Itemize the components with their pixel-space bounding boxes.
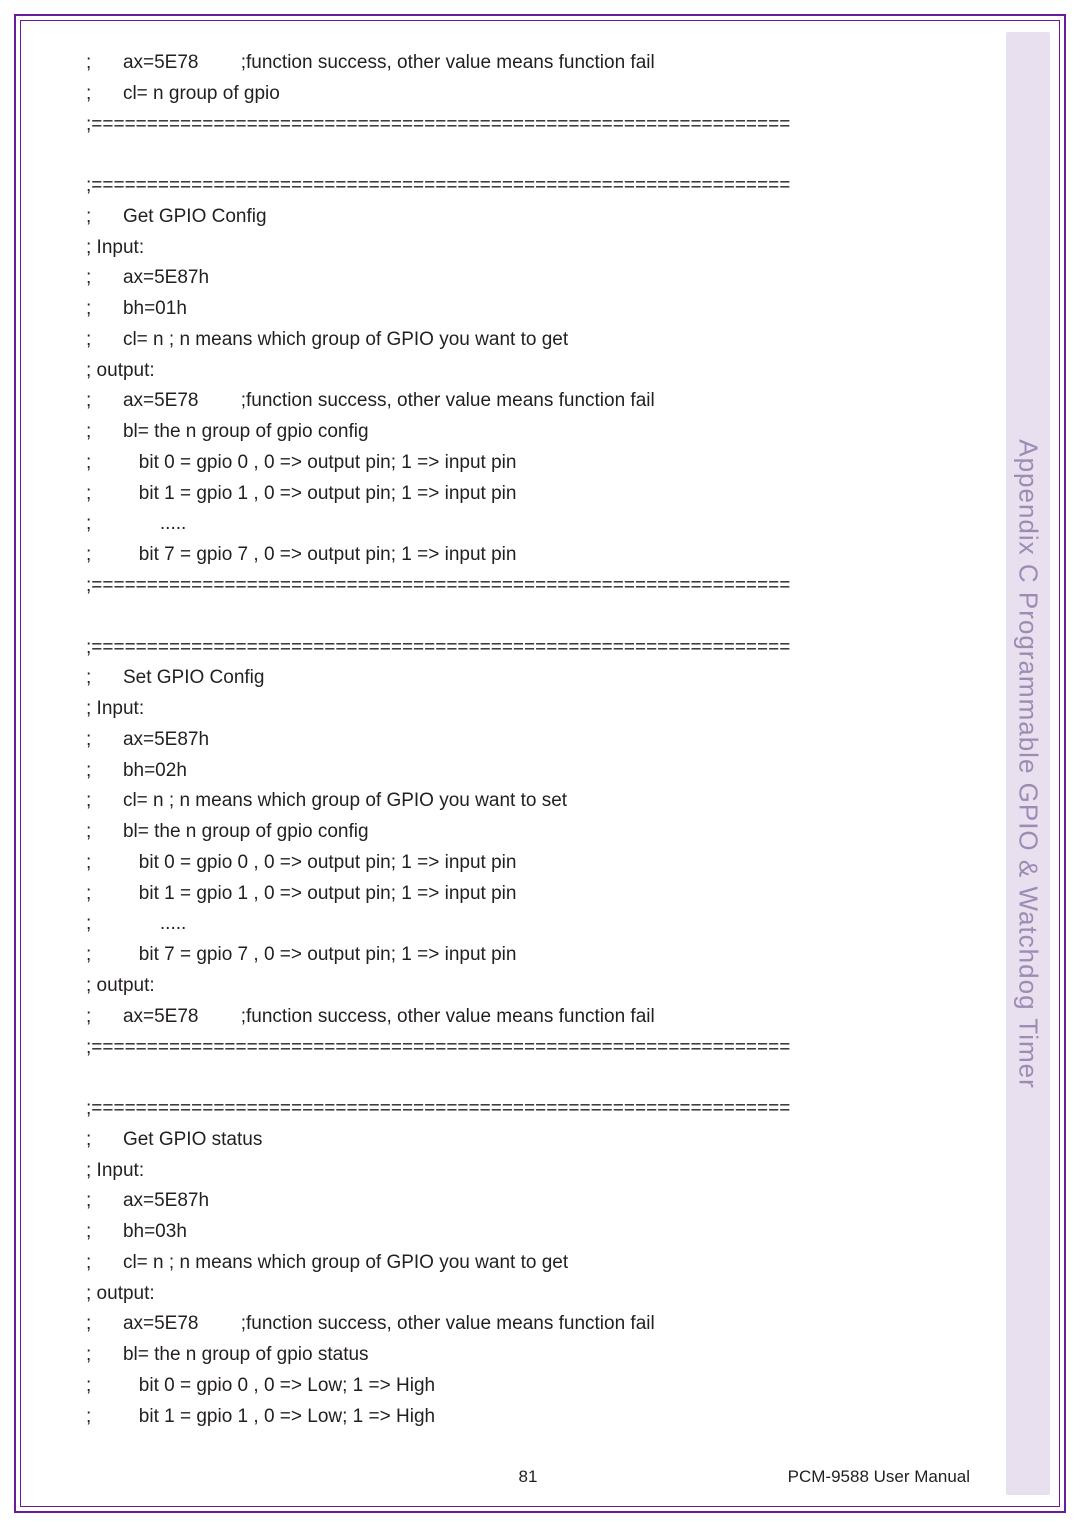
code-line	[86, 1063, 970, 1094]
code-line: ; bit 7 = gpio 7 , 0 => output pin; 1 =>…	[86, 940, 970, 971]
page-number: 81	[381, 1467, 676, 1487]
code-line: ; bh=01h	[86, 294, 970, 325]
code-line: ; cl= n ; n means which group of GPIO yo…	[86, 786, 970, 817]
manual-name: PCM-9588 User Manual	[675, 1467, 970, 1487]
code-line: ; bit 1 = gpio 1 , 0 => output pin; 1 =>…	[86, 879, 970, 910]
footer-spacer	[86, 1467, 381, 1487]
page-footer: 81 PCM-9588 User Manual	[86, 1467, 970, 1487]
code-line: ;=======================================…	[86, 1033, 970, 1064]
code-line: ; bit 1 = gpio 1 , 0 => output pin; 1 =>…	[86, 479, 970, 510]
side-tab: Appendix C Programmable GPIO & Watchdog …	[1006, 32, 1050, 1495]
code-line: ; ax=5E78 ;function success, other value…	[86, 1309, 970, 1340]
page-content: ; ax=5E78 ;function success, other value…	[86, 48, 970, 1451]
code-line: ; Input:	[86, 1156, 970, 1187]
code-line	[86, 602, 970, 633]
code-line: ; Set GPIO Config	[86, 663, 970, 694]
code-line: ;=======================================…	[86, 171, 970, 202]
code-line: ; output:	[86, 1279, 970, 1310]
code-line	[86, 140, 970, 171]
code-line: ; .....	[86, 509, 970, 540]
code-line: ; .....	[86, 909, 970, 940]
code-line: ; bh=02h	[86, 756, 970, 787]
code-line: ; bl= the n group of gpio config	[86, 817, 970, 848]
code-line: ; cl= n group of gpio	[86, 79, 970, 110]
code-line: ; bit 7 = gpio 7 , 0 => output pin; 1 =>…	[86, 540, 970, 571]
code-line: ; bit 0 = gpio 0 , 0 => output pin; 1 =>…	[86, 848, 970, 879]
code-line: ; bit 1 = gpio 1 , 0 => Low; 1 => High	[86, 1402, 970, 1433]
code-line: ; bl= the n group of gpio config	[86, 417, 970, 448]
code-line: ; bh=03h	[86, 1217, 970, 1248]
code-line: ; output:	[86, 356, 970, 387]
code-line: ; bit 0 = gpio 0 , 0 => output pin; 1 =>…	[86, 448, 970, 479]
code-line: ;=======================================…	[86, 1094, 970, 1125]
code-line: ;=======================================…	[86, 571, 970, 602]
code-line: ; Get GPIO status	[86, 1125, 970, 1156]
code-line: ; ax=5E78 ;function success, other value…	[86, 386, 970, 417]
code-line: ; ax=5E87h	[86, 263, 970, 294]
code-line: ; Input:	[86, 233, 970, 264]
code-line: ; ax=5E87h	[86, 725, 970, 756]
code-line: ; ax=5E78 ;function success, other value…	[86, 48, 970, 79]
code-line: ; Get GPIO Config	[86, 202, 970, 233]
code-line: ; bit 0 = gpio 0 , 0 => Low; 1 => High	[86, 1371, 970, 1402]
code-line: ;=======================================…	[86, 110, 970, 141]
code-line: ; ax=5E78 ;function success, other value…	[86, 1002, 970, 1033]
side-tab-label: Appendix C Programmable GPIO & Watchdog …	[1013, 439, 1044, 1089]
code-line: ; bl= the n group of gpio status	[86, 1340, 970, 1371]
code-line: ; Input:	[86, 694, 970, 725]
code-line: ; cl= n ; n means which group of GPIO yo…	[86, 1248, 970, 1279]
code-line: ; cl= n ; n means which group of GPIO yo…	[86, 325, 970, 356]
code-line: ; output:	[86, 971, 970, 1002]
code-line: ;=======================================…	[86, 633, 970, 664]
code-line: ; ax=5E87h	[86, 1186, 970, 1217]
